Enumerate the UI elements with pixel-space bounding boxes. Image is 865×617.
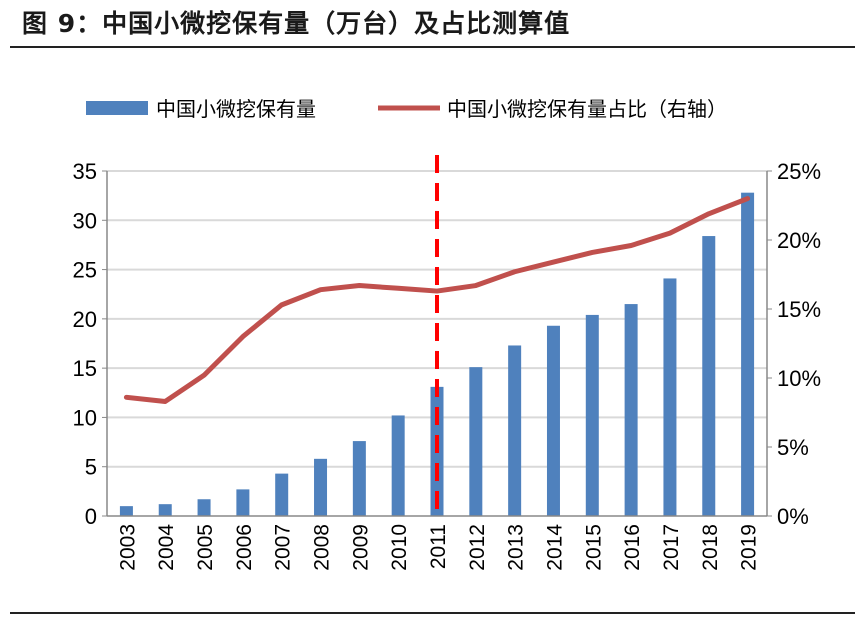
bar-2006	[236, 489, 250, 516]
bar-2004	[158, 504, 172, 516]
left-tick-label: 20	[73, 307, 97, 332]
left-tick-label: 15	[73, 356, 97, 381]
right-tick-label: 0%	[777, 504, 809, 529]
right-tick-label: 10%	[777, 366, 821, 391]
right-tick-label: 25%	[777, 159, 821, 184]
top-rule	[10, 46, 855, 48]
x-tick-label: 2003	[116, 524, 139, 571]
left-tick-label: 0	[85, 504, 97, 529]
x-tick-label: 2007	[272, 524, 295, 571]
figure-title: 图 9：中国小微挖保有量（万台）及占比测算值	[22, 9, 571, 38]
bar-2019	[741, 192, 755, 516]
bar-2005	[197, 499, 211, 516]
right-tick-label: 5%	[777, 435, 809, 460]
bar-2009	[352, 441, 366, 516]
x-tick-label: 2009	[349, 524, 372, 571]
x-tick-label: 2008	[311, 524, 334, 571]
left-tick-label: 10	[73, 405, 97, 430]
legend-label-bar: 中国小微挖保有量	[156, 98, 316, 121]
left-tick-label: 5	[85, 455, 97, 480]
legend-swatch-bar	[86, 101, 148, 115]
left-tick-label: 35	[73, 159, 97, 184]
bar-2018	[702, 236, 716, 517]
left-tick-label: 25	[73, 258, 97, 283]
x-tick-label: 2005	[194, 524, 217, 571]
bar-2003	[119, 506, 133, 516]
right-tick-label: 15%	[777, 297, 821, 322]
bar-2016	[624, 304, 638, 516]
x-tick-label: 2011	[427, 524, 450, 569]
x-tick-label: 2017	[660, 524, 683, 571]
bar-2015	[585, 314, 599, 516]
bar-2017	[663, 278, 677, 516]
bar-2007	[275, 473, 289, 516]
legend-label-line: 中国小微挖保有量占比（右轴）	[447, 98, 727, 121]
bar-2008	[314, 458, 328, 516]
x-tick-label: 2010	[388, 524, 411, 571]
x-tick-label: 2012	[466, 524, 489, 571]
x-tick-label: 2013	[505, 524, 528, 571]
bar-2013	[508, 345, 522, 516]
x-tick-label: 2018	[699, 524, 722, 571]
x-tick-label: 2015	[582, 524, 605, 571]
bar-2012	[469, 367, 483, 516]
x-tick-label: 2016	[621, 524, 644, 571]
left-tick-label: 30	[73, 208, 97, 233]
x-tick-label: 2019	[738, 524, 761, 571]
x-tick-label: 2006	[233, 524, 256, 571]
bottom-rule	[10, 612, 855, 614]
x-tick-label: 2004	[155, 524, 178, 571]
bar-2014	[546, 325, 560, 516]
right-tick-label: 20%	[777, 228, 821, 253]
bar-2010	[391, 415, 405, 516]
x-tick-label: 2014	[543, 524, 566, 571]
